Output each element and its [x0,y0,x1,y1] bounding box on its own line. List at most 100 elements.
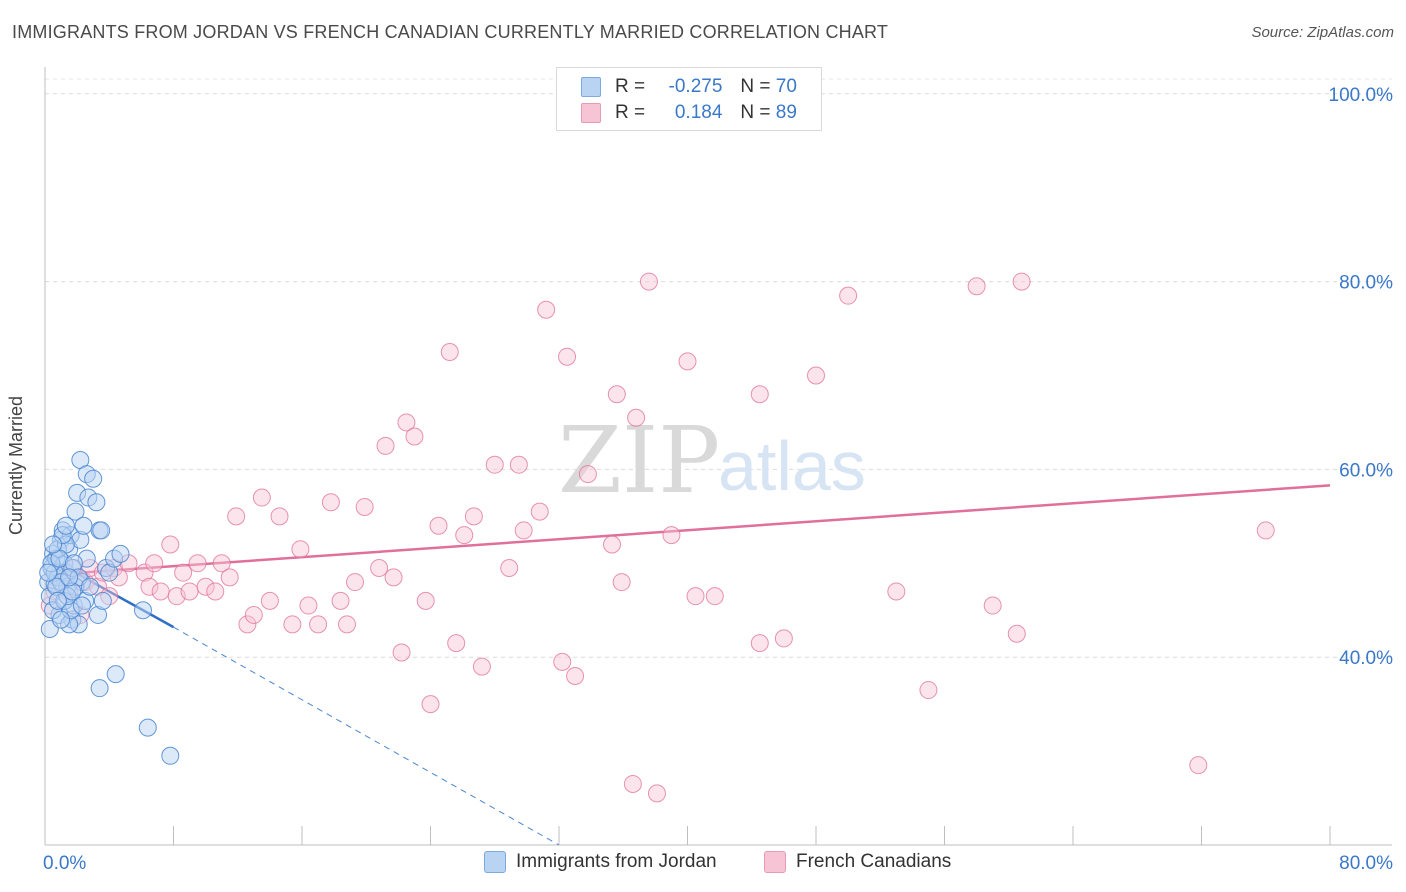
french-canadian-point [244,605,263,624]
french-canadian-point [397,413,416,432]
french-canadian-point [1189,756,1208,775]
french-canadian-point [291,540,310,559]
legend-n-label: N = [740,102,771,123]
x-tick-label: 0.0% [43,853,86,874]
french-canadian-point [839,286,858,305]
jordan-point [90,679,109,698]
french-canadian-point [750,634,769,653]
legend-r-value: 0.184 [674,102,723,123]
french-canadian-point [355,497,374,516]
french-canadian-point [967,277,986,296]
jordan-point [48,591,67,610]
french-canadian-point [464,507,483,526]
french-canadian-point [180,582,199,601]
french-canadian-point [509,455,528,474]
jordan-point [133,601,152,620]
legend-swatch-pink [764,851,786,873]
french-canadian-point [309,615,328,634]
legend-label-jordan: Immigrants from Jordan [516,851,717,872]
french-canadian-point [500,558,519,577]
french-canadian-point [566,666,585,685]
jordan-point [66,502,85,521]
french-canadian-point [705,587,724,606]
legend-n-value: 89 [775,102,797,123]
french-canadian-point [514,521,533,540]
watermark-atlas: atlas [718,427,866,505]
axes [44,67,1392,846]
legend-item-jordan: Immigrants from Jordan [484,851,717,873]
x-tick-label: 80.0% [1339,853,1393,874]
legend-swatch-pink [581,103,601,123]
french-canadian-point [686,587,705,606]
french-canadian-point [206,582,225,601]
jordan-point [80,577,99,596]
french-canadian-point [331,591,350,610]
french-canadian-point [252,488,271,507]
y-tick-label: 80.0% [1339,273,1393,294]
french-canadian-point [392,643,411,662]
french-canadian-point [662,526,681,545]
french-canadian-point [421,695,440,714]
french-canadian-point [1012,272,1031,291]
french-canadian-point [774,629,793,648]
y-tick-label: 60.0% [1339,460,1393,481]
french-canadian-trend [52,484,1331,576]
french-canadian-point [553,652,572,671]
jordan-point [161,746,180,765]
french-canadian-point [140,577,159,596]
legend-label-french: French Canadians [796,851,952,872]
french-canadian-point [260,591,279,610]
jordan-trend-extension [173,626,560,846]
french-canadian-point [346,573,365,592]
legend-row-french: R = 0.184 N = 89 [581,101,797,125]
legend-item-french: French Canadians [764,851,951,873]
french-canadian-point [603,535,622,554]
legend-swatch-blue [581,77,601,97]
watermark-zip: ZIP [558,407,720,514]
french-canadian-point [807,366,825,385]
legend-row-jordan: R = -0.275 N = 70 [581,75,797,99]
french-canadian-point [220,568,239,587]
french-canadian-point [174,563,193,582]
jordan-point [111,544,130,563]
french-canadian-point [270,507,289,526]
french-canadian-point [299,596,318,615]
french-canadian-point [678,352,697,371]
jordan-point [72,596,91,615]
jordan-point [87,493,106,512]
french-canadian-point [647,784,666,803]
french-canadian-point [161,535,180,554]
legend-r-value: -0.275 [668,76,723,97]
french-canadian-point [212,554,231,573]
chart-title: IMMIGRANTS FROM JORDAN VS FRENCH CANADIA… [12,22,889,42]
french-canadian-point [416,591,435,610]
french-canadian-point [919,681,938,700]
tick-labels: 40.0% 60.0% 80.0% 100.0% 0.0% 80.0% [43,85,1393,874]
french-canadian-point [188,554,207,573]
jordan-point [74,516,93,535]
french-canadian-point [370,558,389,577]
data-points [39,272,1275,803]
french-canadian-point [151,582,170,601]
french-canadian-point [537,300,556,319]
y-tick-label: 100.0% [1329,85,1394,106]
french-canadian-point [337,615,356,634]
trend-lines [45,484,1331,846]
french-canadian-point [1256,521,1275,540]
french-canadian-point [558,347,577,366]
french-canadian-point [283,615,302,634]
correlation-legend: R = -0.275 N = 70 R = 0.184 N = 89 [556,67,822,131]
french-canadian-point [405,427,424,446]
french-canadian-point [623,774,642,793]
french-canadian-point [612,573,631,592]
jordan-point [106,665,125,684]
legend-n-label: N = [740,76,771,97]
legend-r-label: R = [615,102,646,123]
french-canadian-point [485,455,504,474]
french-canadian-point [447,634,466,653]
legend-n-value: 70 [775,76,797,97]
gridlines [45,78,1392,658]
french-canadian-point [238,615,257,634]
french-canadian-point [227,507,246,526]
